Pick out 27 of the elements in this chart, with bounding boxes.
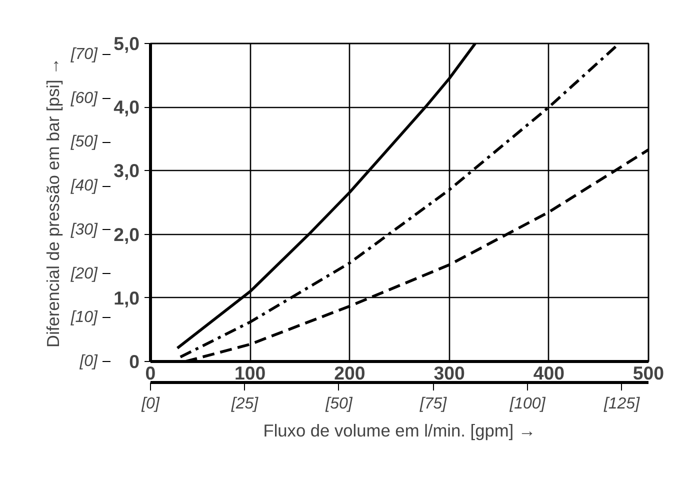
x2-tick-label: [50] (324, 396, 353, 412)
x2-tick-label: [0] (140, 396, 160, 412)
x-tick-label: 500 (632, 362, 664, 384)
x2-tick-label: [125] (602, 396, 640, 412)
x-tick-label: 0 (145, 362, 156, 384)
x2-tick-label: [25] (230, 396, 259, 412)
x-tick-label: 200 (334, 362, 366, 384)
y-tick-label: 3,0 (114, 160, 140, 182)
y2-tick-label: [50] (70, 134, 98, 151)
x-tick-label: 100 (234, 362, 266, 384)
y2-tick-label: [20] (70, 265, 98, 282)
y2-axis-title: Diferencial de pressão em bar [psi] → (42, 58, 63, 348)
x-tick-label: 300 (434, 362, 465, 384)
y2-tick-label: [60] (70, 90, 98, 107)
y-tick-label: 2,0 (114, 224, 140, 245)
y-tick-label: 4,0 (114, 96, 140, 118)
x2-tick-label: [75] (418, 396, 448, 412)
y-tick-label: 1,0 (114, 287, 140, 308)
y2-tick-label: [40] (70, 178, 98, 195)
x2-axis-title: Fluxo de volume em l/min. [gpm] → (263, 420, 536, 440)
y2-tick-label: [30] (70, 221, 98, 238)
y2-tick-label: [70] (70, 46, 98, 63)
y-tick-label: 5,0 (114, 33, 140, 54)
y2-tick-label: [0] (78, 353, 98, 370)
x2-tick-label: [100] (508, 396, 546, 412)
y2-tick-label: [10] (70, 309, 98, 326)
x-tick-label: 400 (533, 362, 564, 384)
